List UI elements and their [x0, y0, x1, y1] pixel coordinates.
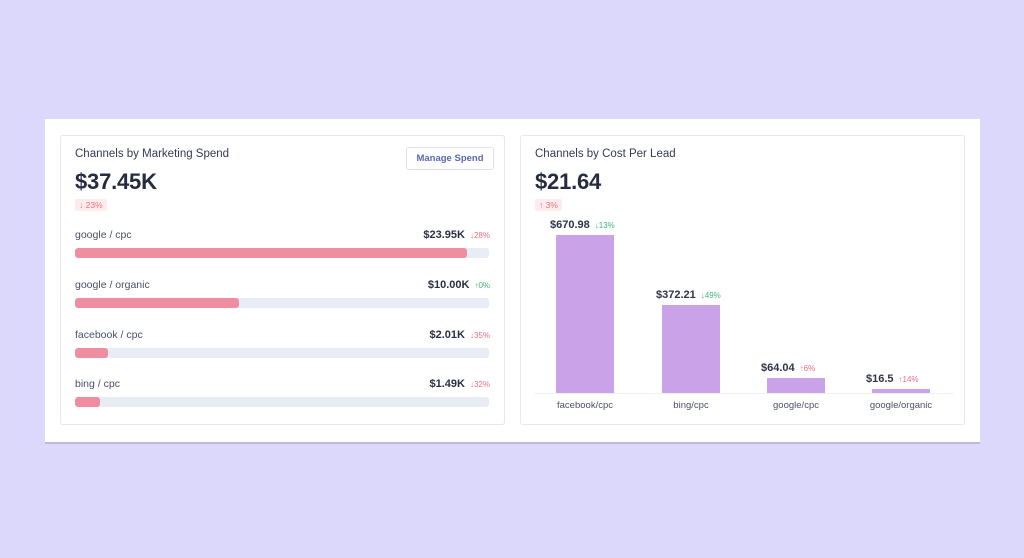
delta-text: 6% — [803, 363, 816, 373]
row-value-group: $10.00K ↑0% — [428, 279, 490, 291]
bar[interactable] — [662, 305, 720, 393]
bar-data-label: $64.04 ↑6% — [761, 362, 815, 374]
arrow-down-icon: ↓ — [469, 380, 474, 389]
channel-label: google / organic — [75, 279, 150, 291]
bar-data-label: $372.21 ↓49% — [656, 289, 721, 301]
arrow-down-icon: ↓ — [700, 291, 705, 301]
total-cost-per-lead: $21.64 — [535, 169, 602, 194]
bar-data-label: $16.5 ↑14% — [866, 373, 919, 385]
delta-text: 49% — [704, 291, 721, 301]
bar-value: $64.04 — [761, 361, 795, 374]
cpl-change-badge: ↑ 3% — [535, 199, 562, 211]
channel-label: bing / cpc — [75, 378, 120, 390]
bar-value: $372.21 — [656, 289, 696, 302]
arrow-down-icon: ↓ — [469, 331, 474, 340]
row-value-group: $23.95K ↓28% — [423, 229, 490, 241]
spend-row: google / organic $10.00K ↑0% — [75, 279, 490, 319]
marketing-spend-panel: Channels by Marketing Spend $37.45K ↓ 23… — [60, 135, 505, 425]
manage-spend-button[interactable]: Manage Spend — [406, 147, 494, 170]
arrow-up-icon: ↑ — [539, 200, 544, 210]
cost-per-lead-panel: Channels by Cost Per Lead $21.64 ↑ 3% $6… — [520, 135, 965, 425]
change-text: 3% — [545, 200, 558, 210]
spend-value: $1.49K — [429, 378, 465, 390]
spend-row: bing / cpc $1.49K ↓32% — [75, 378, 490, 418]
bar[interactable] — [556, 235, 614, 393]
delta-badge: ↑6% — [800, 364, 816, 373]
progress-track — [75, 298, 489, 308]
delta-badge: ↓35% — [470, 331, 490, 340]
arrow-up-icon: ↑ — [474, 281, 479, 290]
spend-value: $23.95K — [423, 229, 465, 241]
spend-row: google / cpc $23.95K ↓28% — [75, 229, 490, 269]
progress-track — [75, 248, 489, 258]
chart-baseline — [534, 393, 954, 394]
bar-value: $16.5 — [866, 373, 894, 386]
delta-text: 0% — [478, 281, 490, 290]
x-tick-label: google/organic — [869, 400, 933, 411]
arrow-down-icon: ↓ — [594, 221, 599, 230]
spend-row: facebook / cpc $2.01K ↓35% — [75, 329, 490, 369]
total-change-badge: ↓ 23% — [75, 199, 107, 211]
panel-title: Channels by Marketing Spend — [75, 148, 230, 160]
delta-text: 14% — [902, 375, 919, 385]
row-value-group: $2.01K ↓35% — [430, 329, 491, 341]
x-tick-label: facebook/cpc — [557, 400, 613, 411]
bar-value: $670.98 — [550, 219, 590, 231]
bar-data-label: $670.98 ↓13% — [550, 219, 615, 231]
delta-text: 28% — [473, 231, 490, 240]
delta-badge: ↓28% — [470, 231, 490, 240]
progress-fill — [75, 397, 100, 407]
delta-badge: ↑14% — [899, 375, 919, 384]
channel-label: facebook / cpc — [75, 329, 143, 341]
cost-per-lead-chart: $670.98 ↓13% facebook/cpc $372.21 ↓49% bing/c… — [521, 136, 966, 426]
progress-fill — [75, 348, 109, 358]
delta-text: 13% — [598, 221, 615, 230]
bar[interactable] — [767, 377, 825, 393]
spend-value: $10.00K — [427, 279, 470, 291]
x-tick-label: bing/cpc — [673, 400, 709, 411]
row-value-group: $1.49K ↓32% — [430, 378, 491, 390]
arrow-down-icon: ↓ — [469, 231, 474, 240]
delta-badge: ↓49% — [701, 291, 721, 300]
delta-text: 35% — [473, 331, 490, 340]
delta-badge: ↓32% — [470, 380, 490, 389]
spend-value: $2.01K — [429, 329, 465, 341]
progress-track — [75, 348, 489, 358]
channel-label: google / cpc — [75, 229, 132, 241]
progress-fill — [75, 248, 468, 258]
progress-fill — [75, 298, 239, 308]
progress-track — [75, 397, 489, 407]
panel-title: Channels by Cost Per Lead — [535, 148, 676, 160]
arrow-down-icon: ↓ — [79, 200, 84, 210]
total-spend: $37.45K — [75, 169, 157, 194]
change-text: 23% — [85, 200, 103, 210]
dashboard-card: Channels by Marketing Spend $37.45K ↓ 23… — [45, 119, 980, 442]
arrow-up-icon: ↑ — [898, 375, 903, 385]
delta-badge: ↑0% — [474, 281, 490, 290]
delta-badge: ↓13% — [595, 221, 615, 230]
bar[interactable] — [872, 389, 930, 393]
x-tick-label: google/cpc — [773, 400, 819, 411]
arrow-up-icon: ↑ — [799, 363, 804, 373]
delta-text: 32% — [473, 380, 490, 389]
